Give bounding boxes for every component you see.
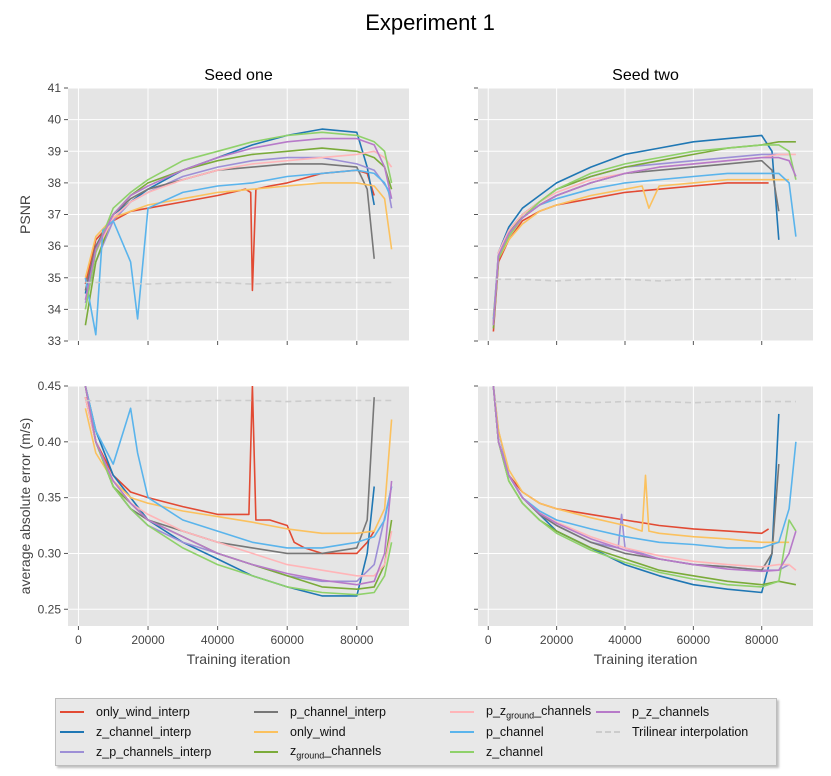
- y-tick-label: 37: [48, 208, 62, 222]
- series-line-p_channel: [84, 386, 393, 549]
- legend-label: p_channel: [486, 725, 544, 739]
- legend-item-p_channel: p_channel: [450, 723, 544, 741]
- x-tick-label: 0: [75, 633, 82, 647]
- legend-item-trilinear-interpolation: Trilinear interpolation: [596, 723, 748, 741]
- legend-swatch: [596, 731, 620, 733]
- series-line-z_channel_interp: [84, 386, 375, 597]
- series-line-p_z_channels: [492, 156, 797, 326]
- legend-swatch: [254, 731, 278, 733]
- series-line-only_wind: [492, 178, 790, 316]
- x-tick-label: 80000: [340, 633, 374, 647]
- series-line-z_channel: [492, 144, 797, 326]
- series-line-only_wind: [492, 386, 790, 544]
- series-line-z_channel: [84, 131, 393, 310]
- series-line-p_z_channels: [492, 386, 797, 573]
- subplot-title: Seed two: [612, 67, 679, 84]
- series-group: [84, 128, 393, 336]
- legend-swatch: [60, 731, 84, 733]
- x-axis-label: Training iteration: [594, 651, 698, 667]
- series-line-p_z_channels: [84, 137, 393, 301]
- series-line-z_p_channels_interp: [84, 156, 393, 304]
- y-tick-label: 39: [48, 144, 62, 158]
- legend-swatch: [254, 711, 278, 713]
- legend-swatch: [60, 751, 84, 753]
- y-tick-label: 35: [48, 271, 62, 285]
- legend-label: z_channel: [486, 745, 543, 759]
- x-tick-label: 60000: [677, 633, 711, 647]
- legend-label: only_wind_interp: [96, 705, 190, 719]
- y-tick-label: 0.45: [38, 379, 62, 393]
- series-group: [492, 134, 797, 332]
- y-tick-label: 36: [48, 239, 62, 253]
- y-tick-label: 0.30: [38, 546, 62, 560]
- legend-swatch: [450, 711, 474, 713]
- x-axis-label: Training iteration: [187, 651, 291, 667]
- x-tick-label: 40000: [608, 633, 642, 647]
- legend-item-only_wind: only_wind: [254, 723, 346, 741]
- figure-title: Experiment 1: [365, 10, 495, 35]
- y-axis-label: PSNR: [17, 195, 33, 234]
- legend: only_wind_interp z_channel_interp z_p_chan…: [55, 698, 777, 766]
- series-line-trilinear-interpolation: [495, 400, 796, 404]
- legend-label: p_channel_interp: [290, 705, 386, 719]
- legend-item-only_wind_interp: only_wind_interp: [60, 703, 190, 721]
- series-line-trilinear-interpolation: [495, 278, 796, 282]
- legend-item-z_channel_interp: z_channel_interp: [60, 723, 191, 741]
- y-tick-label: 38: [48, 176, 62, 190]
- legend-item-z_channel: z_channel: [450, 743, 543, 761]
- x-tick-label: 20000: [131, 633, 165, 647]
- x-tick-label: 80000: [745, 633, 779, 647]
- x-tick-label: 40000: [201, 633, 235, 647]
- legend-swatch: [60, 711, 84, 713]
- subplot-3: 0.25 0.30 0.35 0.40 0.45 0 20000 40000 60000 8000…: [17, 379, 409, 667]
- subplot-4: 0 20000 40000 60000 80000 Training iteration: [474, 385, 813, 667]
- legend-label: p_zground_channels: [486, 703, 592, 721]
- y-tick-label: 33: [48, 334, 62, 348]
- legend-item-p_z_channels: p_z_channels: [596, 703, 709, 721]
- legend-swatch: [450, 751, 474, 753]
- y-tick-label: 0.25: [38, 602, 62, 616]
- subplot-1: 33 34 35 36 37 38 39 40 41 Seed one PSNR: [17, 67, 409, 348]
- legend-label: p_z_channels: [632, 705, 710, 719]
- subplot-title: Seed one: [204, 67, 273, 84]
- legend-label: z_channel_interp: [96, 725, 192, 739]
- legend-label: only_wind: [290, 725, 346, 739]
- legend-item-p_z_ground_channels: p_zground_channels: [450, 703, 591, 721]
- y-axis-label: average absolute error (m/s): [17, 418, 33, 595]
- y-tick-label: 40: [48, 113, 62, 127]
- x-tick-label: 60000: [271, 633, 305, 647]
- subplot-2: Seed two: [474, 67, 813, 345]
- legend-item-z_p_channels_interp: z_p_channels_interp: [60, 743, 211, 761]
- legend-label: zground_channels: [290, 743, 382, 761]
- series-group: [492, 386, 797, 594]
- subplot-grid: 33 34 35 36 37 38 39 40 41 Seed one PSNR Seed two 0.…: [17, 67, 813, 667]
- figure-canvas: Experiment 1 33 34 35 36 37 38 39 40 41 Seed one P…: [17, 10, 813, 667]
- series-line-trilinear-interpolation: [85, 399, 392, 403]
- y-tick-label: 41: [48, 81, 62, 95]
- legend-item-z_ground_channels: zground_channels: [254, 743, 381, 761]
- y-tick-label: 0.40: [38, 435, 62, 449]
- series-line-p_z_ground_channels: [84, 150, 393, 310]
- series-line-trilinear-interpolation: [85, 281, 392, 285]
- legend-swatch: [596, 711, 620, 713]
- y-tick-label: 0.35: [38, 491, 62, 505]
- series-line-z_channel: [492, 386, 797, 588]
- series-line-z_channel_interp: [492, 134, 780, 323]
- legend-item-p_channel_interp: p_channel_interp: [254, 703, 386, 721]
- x-tick-label: 0: [485, 633, 492, 647]
- legend-label: z_p_channels_interp: [96, 745, 212, 759]
- series-line-z_channel: [84, 386, 393, 596]
- series-line-only_wind: [84, 182, 393, 278]
- legend-label: Trilinear interpolation: [632, 725, 749, 739]
- series-line-only_wind_interp: [84, 386, 375, 555]
- y-tick-label: 34: [48, 302, 62, 316]
- series-line-p_z_channels: [84, 386, 393, 586]
- series-group: [84, 386, 393, 597]
- legend-swatch: [254, 751, 278, 753]
- x-tick-label: 20000: [540, 633, 574, 647]
- legend-swatch: [450, 731, 474, 733]
